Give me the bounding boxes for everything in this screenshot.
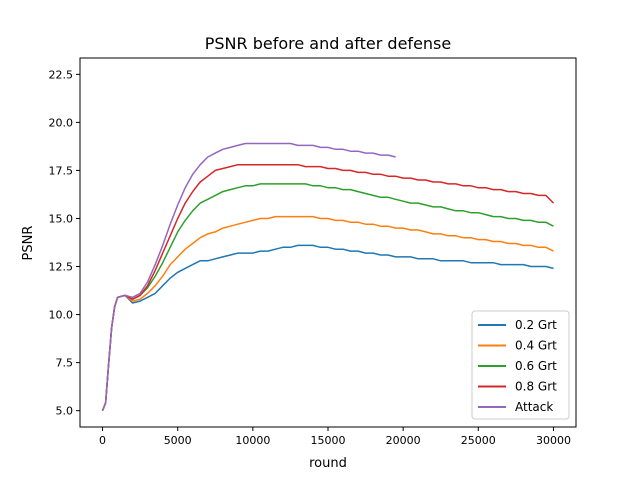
x-axis-ticks: 0 5000 10000 15000 20000 25000 30000	[99, 427, 571, 447]
series-line-4	[101, 142, 396, 411]
series-line-1	[101, 215, 554, 411]
y-axis-ticks: 5.0 7.5 10.0 12.5 15.0 17.5 20.0 22.5	[49, 68, 80, 418]
x-tick-label: 0	[99, 434, 106, 447]
y-tick-label: 20.0	[49, 116, 74, 129]
legend-label-4: Attack	[515, 400, 553, 414]
legend-label-3: 0.8 Grt	[515, 380, 557, 394]
x-tick-label: 15000	[311, 434, 346, 447]
y-tick-label: 12.5	[49, 261, 74, 274]
y-tick-label: 10.0	[49, 309, 74, 322]
y-tick-label: 5.0	[56, 405, 74, 418]
y-tick-label: 7.5	[56, 357, 74, 370]
x-tick-label: 30000	[536, 434, 571, 447]
series-line-0	[101, 244, 554, 411]
series-line-2	[101, 183, 554, 411]
x-tick-label: 25000	[461, 434, 496, 447]
y-axis-label: PSNR	[21, 226, 36, 261]
legend-box	[471, 310, 570, 420]
legend: 0.2 Grt 0.4 Grt 0.6 Grt 0.8 Grt Attack	[471, 310, 570, 420]
y-tick-label: 17.5	[49, 164, 74, 177]
chart-title: PSNR before and after defense	[205, 34, 451, 53]
x-axis-label: round	[309, 456, 347, 471]
legend-label-2: 0.6 Grt	[515, 359, 557, 373]
x-tick-label: 5000	[164, 434, 192, 447]
series-line-3	[101, 163, 555, 411]
series-lines	[101, 142, 555, 411]
legend-label-1: 0.4 Grt	[515, 339, 557, 353]
x-tick-label: 10000	[235, 434, 270, 447]
y-tick-label: 22.5	[49, 68, 74, 81]
legend-label-0: 0.2 Grt	[515, 318, 557, 332]
x-tick-label: 20000	[386, 434, 421, 447]
y-tick-label: 15.0	[49, 212, 74, 225]
